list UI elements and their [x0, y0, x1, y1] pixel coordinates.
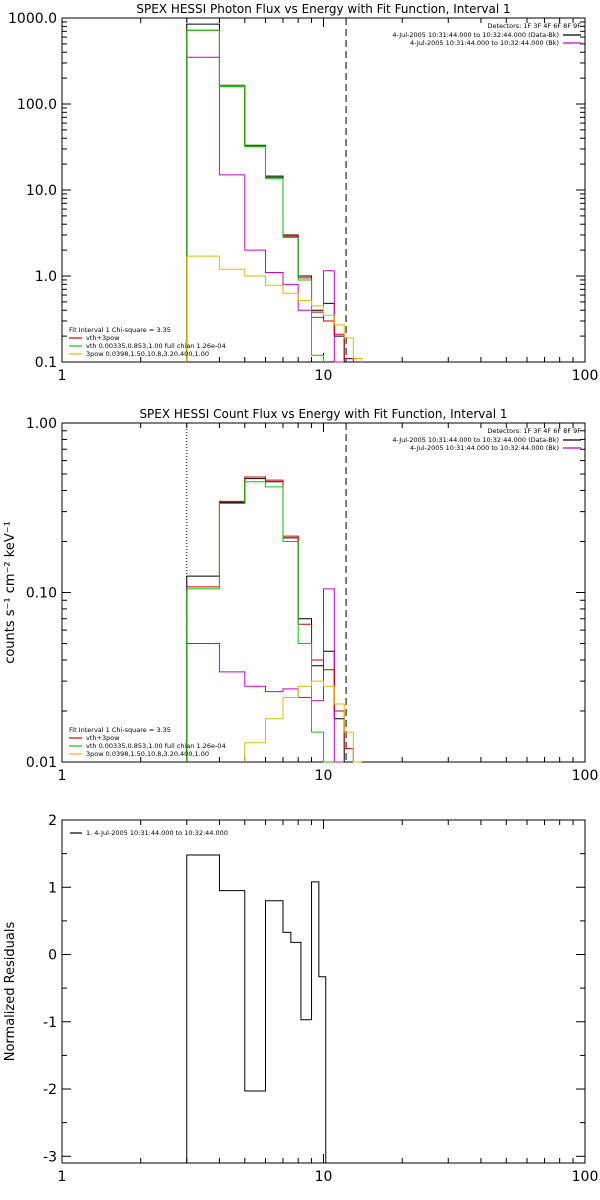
y-tick-label: 1.00	[26, 416, 57, 432]
y-tick-label: 0	[48, 948, 57, 964]
chart-title: SPEX HESSI Count Flux vs Energy with Fit…	[139, 407, 507, 421]
series-1-line	[186, 478, 345, 762]
y-tick-label: -2	[43, 1082, 57, 1098]
y-tick-label: 1000.0	[8, 11, 57, 27]
y-tick-label: -1	[43, 1015, 57, 1031]
chart-panel-3: Normalized Residuals 1 10 100 -3 -2 -1 0 1 2 1. 4-…	[3, 813, 598, 1185]
plot-frame	[61, 819, 586, 1164]
y-tick-label: 0.1	[35, 355, 57, 371]
x-tick-label: 10	[315, 1169, 333, 1185]
y-axis-label: Normalized Residuals	[3, 922, 18, 1062]
legend-fit-header: Fit Interval 1 Chi-square = 3.35	[69, 726, 171, 734]
series-3-line	[186, 476, 354, 762]
y-tick-label: 0.10	[26, 586, 57, 602]
series-3-line	[186, 29, 354, 362]
series-4-line	[186, 481, 335, 763]
series-1-line	[186, 23, 354, 363]
legend-fit-header: Fit Interval 1 Chi-square = 3.35	[69, 326, 171, 334]
legend-entry-label: 4-Jul-2005 10:31:44.000 to 10:32:44.000 …	[410, 444, 559, 452]
legend-fit-label: 3pow 0.0398,1.50,10.8,3.20,400,1.00	[86, 750, 209, 758]
series-2-line	[186, 56, 345, 363]
chart-panel-1: SPEX HESSI Photon Flux vs Energy with Fi…	[8, 2, 598, 384]
y-tick-label: 2	[48, 813, 57, 829]
x-tick-label: 10	[315, 768, 333, 784]
legend-detectors: Detectors: 1F 3F 4F 6F 8F 9F	[487, 22, 581, 30]
legend-fit-label: vth 0.00335,0.853,1.00 full chian 1.26e-…	[86, 342, 226, 350]
series-1-line	[186, 854, 327, 1163]
legend-detectors: Detectors: 1F 3F 4F 6F 8F 9F	[487, 427, 581, 435]
y-tick-label: 0.01	[26, 755, 57, 771]
series-4-line	[186, 29, 324, 362]
legend-entry-label: 4-Jul-2005 10:31:44.000 to 10:32:44.000 …	[410, 39, 559, 47]
x-tick-label: 1	[58, 1169, 67, 1185]
x-tick-label: 1	[58, 368, 67, 384]
y-tick-label: 10.0	[26, 183, 57, 199]
chart-panel-2: SPEX HESSI Count Flux vs Energy with Fit…	[3, 407, 598, 784]
legend-fit-label: vth+3pow	[86, 334, 120, 342]
series-5-line	[244, 680, 362, 763]
legend-residual-label: 1. 4-Jul-2005 10:31:44.000 to 10:32:44.0…	[86, 829, 228, 837]
series-2-line	[186, 588, 345, 763]
legend-entry-label: 4-Jul-2005 10:31:44.000 to 10:32:44.000 …	[392, 31, 559, 39]
chart-title: SPEX HESSI Photon Flux vs Energy with Fi…	[136, 2, 510, 16]
legend-fit-label: vth+3pow	[86, 734, 120, 742]
y-tick-label: -3	[43, 1149, 57, 1165]
legend-entry-label: 4-Jul-2005 10:31:44.000 to 10:32:44.000 …	[392, 436, 559, 444]
x-tick-label: 100	[572, 768, 599, 784]
legend-fit-label: vth 0.00335,0.853,1.00 full chian 1.26e-…	[86, 742, 226, 750]
y-axis-label: counts s⁻¹ cm⁻² keV⁻¹	[3, 521, 18, 664]
series-5-line	[186, 255, 363, 362]
legend-fit-label: 3pow 0.0398,1.50,10.8,3.20,400,1.00	[86, 350, 209, 358]
x-tick-label: 100	[572, 1169, 599, 1185]
y-tick-label: 1	[48, 880, 57, 896]
x-tick-label: 1	[58, 768, 67, 784]
y-tick-label: 100.0	[17, 97, 57, 113]
x-tick-label: 100	[572, 368, 599, 384]
y-tick-label: 1.0	[35, 269, 57, 285]
x-tick-label: 10	[315, 368, 333, 384]
